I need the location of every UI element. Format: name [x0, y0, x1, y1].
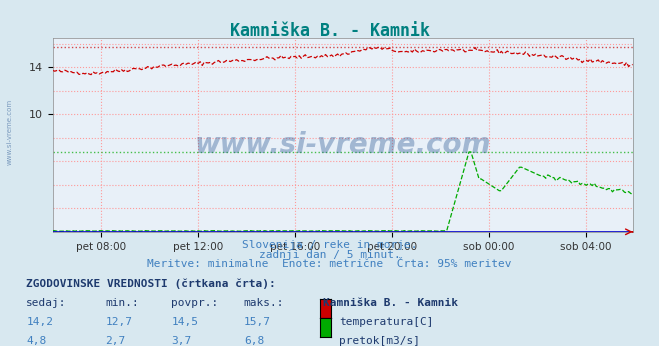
Text: 4,8: 4,8 — [26, 336, 47, 346]
Text: 12,7: 12,7 — [105, 317, 132, 327]
Text: 6,8: 6,8 — [244, 336, 264, 346]
Text: Meritve: minimalne  Enote: metrične  Črta: 95% meritev: Meritve: minimalne Enote: metrične Črta:… — [147, 259, 512, 269]
Text: zadnji dan / 5 minut.: zadnji dan / 5 minut. — [258, 250, 401, 260]
Text: maks.:: maks.: — [244, 298, 284, 308]
Text: Kamniška B. - Kamnik: Kamniška B. - Kamnik — [229, 22, 430, 40]
Text: www.si-vreme.com: www.si-vreme.com — [194, 131, 491, 158]
Text: pretok[m3/s]: pretok[m3/s] — [339, 336, 420, 346]
Text: ZGODOVINSKE VREDNOSTI (črtkana črta):: ZGODOVINSKE VREDNOSTI (črtkana črta): — [26, 279, 276, 289]
Text: 14,2: 14,2 — [26, 317, 53, 327]
Text: sedaj:: sedaj: — [26, 298, 67, 308]
Text: 3,7: 3,7 — [171, 336, 192, 346]
Text: 15,7: 15,7 — [244, 317, 271, 327]
Text: 2,7: 2,7 — [105, 336, 126, 346]
Text: povpr.:: povpr.: — [171, 298, 219, 308]
Text: temperatura[C]: temperatura[C] — [339, 317, 434, 327]
Text: min.:: min.: — [105, 298, 139, 308]
Text: Kamniška B. - Kamnik: Kamniška B. - Kamnik — [323, 298, 458, 308]
Text: www.si-vreme.com: www.si-vreme.com — [7, 98, 13, 165]
Text: Slovenija / reke in morje.: Slovenija / reke in morje. — [242, 240, 417, 251]
Text: 14,5: 14,5 — [171, 317, 198, 327]
